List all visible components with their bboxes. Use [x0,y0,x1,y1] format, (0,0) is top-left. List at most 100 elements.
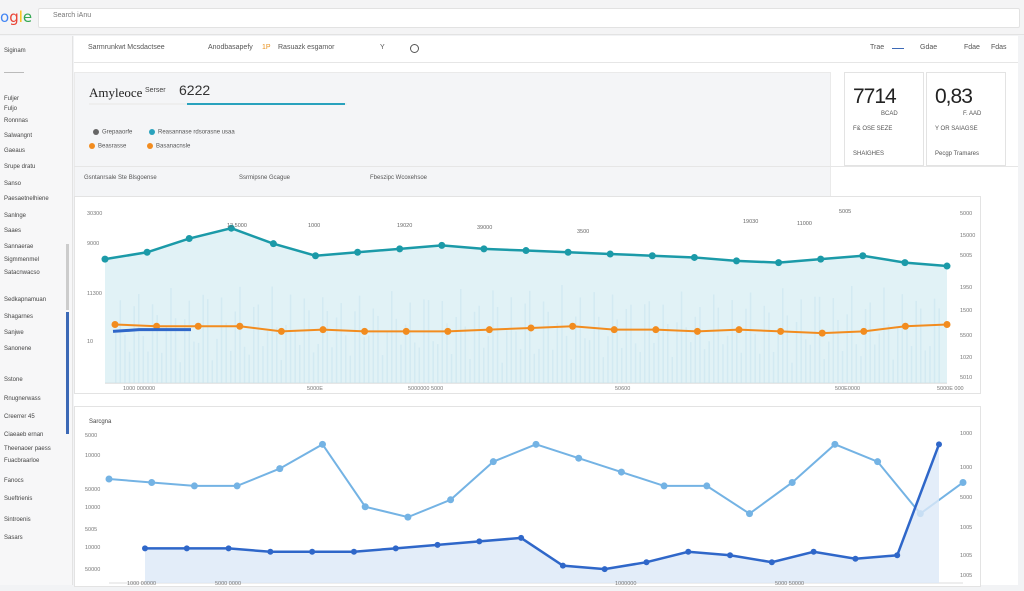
data-point [267,548,274,555]
area-fill [145,444,939,583]
data-point [818,329,826,337]
data-point [660,482,668,490]
data-point [142,545,148,552]
sidebar-item[interactable]: Sannaerae [4,244,34,250]
data-point [522,247,530,255]
data-point [185,235,193,243]
sidebar-item[interactable]: Sstone [4,377,23,383]
data-label: 12.5000 [227,223,247,229]
sidebar-item[interactable]: Salwangnt [4,133,33,139]
sidebar-item[interactable]: Sintroenis [4,517,31,523]
legend-swatch [93,129,99,135]
data-point [143,248,151,256]
sidebar-item[interactable]: Saaes [4,228,22,234]
header-tab[interactable]: Gdae [920,44,938,51]
stat-card: 7714 BCAD F& OSE SEZE SHAIGHES [844,72,924,166]
section-tab[interactable]: Gsntanrsale Ste Blsgoense [84,175,157,181]
data-point [402,327,410,335]
stat-caption: Y OR SAIAGSE [935,126,978,132]
data-point [943,262,951,270]
scrollbar-track[interactable] [66,244,69,310]
data-point [652,326,660,334]
line-series-1 [108,443,964,519]
section-tab[interactable]: Ssrmipsne Gcague [239,175,291,181]
sidebar-item[interactable]: Siginam [4,48,26,54]
header-tab[interactable]: Trae [870,44,885,51]
x-tick-label: 5000 0000 [215,581,241,586]
stat-caption: F. AAD [963,111,982,117]
chart-2: 5000 10000 50000 10000 5005 10000 50000 1000 100… [85,431,972,587]
header-tab[interactable]: Sarmrunkwt Mcsdactsee [88,44,165,51]
search-icon[interactable] [410,44,419,53]
sidebar-item[interactable]: Fuljer [4,96,20,102]
data-point [936,441,942,448]
data-point [575,454,583,462]
y-tick-label-right: 1000 [960,465,972,471]
data-point [361,327,369,335]
data-point [447,496,455,504]
data-point [901,259,909,267]
sidebar-item[interactable]: Fanocs [4,478,24,484]
search-input[interactable]: Search iAnu [38,8,1020,28]
sidebar-item[interactable]: Sigmmenmel [4,257,40,263]
sidebar-item[interactable]: Ciaeaeb ernan [4,432,44,438]
chart-panel-1: 30300 9000 11300 10 5000 15000 5005 1950 1500 550… [74,196,981,394]
data-point [874,458,882,466]
data-point [444,327,452,335]
chart-2-title: Sarcgna [89,419,112,425]
header-tab[interactable]: Fdae [964,44,980,51]
sidebar-item[interactable]: Sanonene [4,346,32,352]
header-tab[interactable]: Anodbasapefy [208,44,253,51]
app-summary-card: Amyleoce Serser 6222 Grepaaorfe Reasannas… [74,72,831,202]
y-tick-label-right: 15000 [960,233,975,239]
data-point [959,478,967,486]
data-point [746,510,753,518]
stat-footer: Pecgp Tramares [935,151,980,157]
header-bar: Sarmrunkwt Mcsdactsee Anodbasapefy 1P Rasua… [74,36,1018,63]
y-tick-label-right: 5010 [960,375,972,381]
x-tick-label: 500E0000 [835,386,860,392]
sidebar-item[interactable]: Paesaetnelhiene [4,196,49,202]
sidebar-item[interactable]: Ronnnas [4,118,29,124]
header-tab[interactable]: Fdas [991,44,1007,51]
data-point [643,559,650,566]
header-tab[interactable]: 1P [262,44,271,51]
sidebar-item[interactable]: Sanjwe [4,330,24,336]
y-tick-label: 50000 [85,487,100,493]
sidebar-item[interactable]: Creerrer 45 [4,414,35,420]
data-point [404,513,412,521]
sidebar-item[interactable]: Fuljo [4,106,18,112]
header-tab[interactable]: Rasuazk esgamor [278,44,335,51]
sidebar-item[interactable]: Satacnwacso [4,270,40,276]
y-tick-label: 5005 [85,527,97,533]
data-point [312,252,319,260]
data-point [183,545,190,552]
y-tick-label-right: 5500 [960,333,972,339]
y-tick-label-right: 1005 [960,525,972,531]
sidebar-item[interactable]: Gaeaus [4,148,26,154]
sidebar-item[interactable]: Shagarnes [4,314,34,320]
sidebar-item[interactable]: Srupe dratu [4,164,36,170]
header-tab[interactable]: Y [380,44,385,51]
sidebar-item[interactable]: Rnugnerwass [4,396,41,402]
legend-item: Beasrasse [89,143,126,150]
stat-caption: F& OSE SEZE [853,126,893,132]
y-tick-label-right: 1950 [960,285,972,291]
sidebar-item[interactable]: Sanso [4,181,22,187]
sidebar-item[interactable]: Theenaoer paess [4,446,51,452]
main-content: Sarmrunkwt Mcsdactsee Anodbasapefy 1P Rasua… [74,36,1018,587]
sidebar-divider [4,72,24,73]
data-point [610,326,618,334]
sidebar-item[interactable]: Sasars [4,535,23,541]
section-tab[interactable]: Fbeszipc Wcoxehsoe [370,175,428,181]
sidebar-item[interactable]: Sedkapnamuan [4,297,47,303]
sidebar-item[interactable]: Sanlnge [4,213,27,219]
data-point [617,468,625,476]
legend-swatch [89,143,95,149]
data-point [735,326,743,334]
sidebar-item[interactable]: Sueftrienis [4,496,33,502]
data-point [777,327,785,335]
x-tick-label: 1000 000000 [123,386,155,392]
sidebar-item[interactable]: Fuacbraarloe [4,458,40,464]
scrollbar-thumb[interactable] [66,312,69,434]
